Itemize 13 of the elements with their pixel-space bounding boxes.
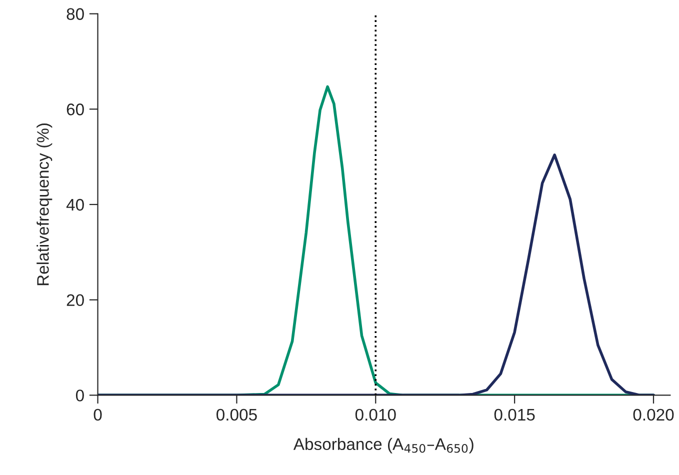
x-axis-title: Absorbance (A$_{450}$–A$_{650}$) [293,438,474,454]
x-tick-label: 0.015 [494,408,535,421]
y-tick-label: 0 [76,390,84,402]
y-tick-label: 20 [66,294,84,306]
y-axis-title: Relativefrequency (%) [36,124,52,286]
line-series [98,154,655,396]
y-tick-label: 40 [66,198,84,211]
x-tick-label: 0.005 [216,408,257,421]
y-tick-label: 80 [66,8,84,20]
x-tick-label: 0 [94,408,102,421]
x-tick-label: 0.010 [355,408,396,421]
x-tick-label: 0.020 [633,408,674,421]
y-tick-label: 60 [66,104,84,116]
